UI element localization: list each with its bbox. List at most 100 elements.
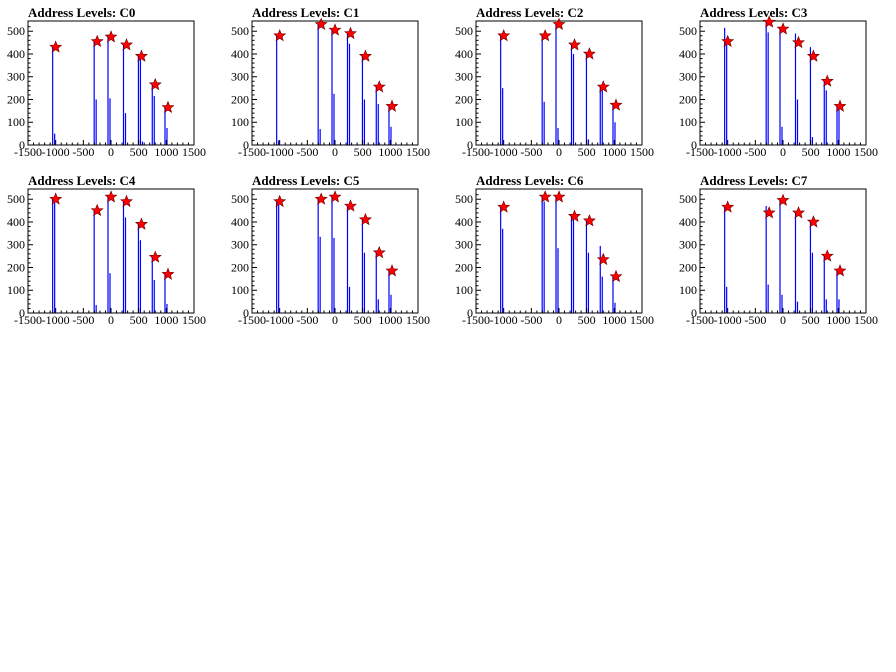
- y-tick-label: 100: [7, 115, 25, 129]
- peak-star-marker: [120, 194, 133, 208]
- x-tick-label: 1500: [406, 313, 430, 327]
- x-tick-label: -500: [296, 313, 318, 327]
- chart-title: Address Levels: C3: [700, 5, 808, 20]
- y-tick-label: 400: [231, 215, 249, 229]
- y-tick-label: 100: [455, 283, 473, 297]
- x-tick-label: -1000: [266, 145, 294, 159]
- peak-star-marker: [90, 203, 104, 217]
- peak-star-marker: [721, 34, 735, 47]
- y-tick-label: 500: [231, 24, 249, 38]
- y-tick-label: 200: [7, 92, 25, 106]
- y-tick-label: 100: [231, 283, 249, 297]
- chart-panel-7: Address Levels: C70100200300400500-1500-…: [679, 173, 878, 327]
- peak-star-marker: [344, 199, 357, 212]
- y-tick-label: 400: [231, 47, 249, 61]
- x-tick-label: 0: [332, 313, 338, 327]
- y-tick-label: 400: [679, 47, 697, 61]
- peak-star-marker: [552, 190, 566, 203]
- y-tick-label: 500: [455, 192, 473, 206]
- y-tick-label: 300: [231, 238, 249, 252]
- x-tick-label: 1500: [854, 313, 878, 327]
- x-tick-label: 1000: [154, 313, 178, 327]
- chart-panel-4: Address Levels: C40100200300400500-1500-…: [7, 173, 206, 327]
- y-tick-label: 200: [231, 92, 249, 106]
- peak-star-marker: [372, 80, 386, 93]
- y-tick-label: 200: [455, 260, 473, 274]
- y-tick-label: 500: [679, 192, 697, 206]
- peak-star-marker: [104, 30, 118, 43]
- peak-star-marker: [582, 47, 596, 60]
- chart-panel-1: Address Levels: C10100200300400500-1500-…: [231, 5, 430, 159]
- chart-panel-6: Address Levels: C60100200300400500-1500-…: [455, 173, 654, 327]
- peak-star-marker: [776, 193, 790, 206]
- peak-star-marker: [49, 192, 63, 205]
- y-tick-label: 100: [7, 283, 25, 297]
- peak-star-marker: [582, 214, 596, 227]
- peak-star-marker: [820, 74, 834, 87]
- x-tick-label: 1000: [154, 145, 178, 159]
- peak-star-marker: [49, 40, 63, 53]
- peak-star-marker: [161, 100, 175, 113]
- peak-star-marker: [161, 267, 175, 280]
- y-tick-label: 200: [679, 260, 697, 274]
- x-tick-label: 1500: [182, 313, 206, 327]
- y-tick-label: 300: [455, 70, 473, 84]
- x-tick-label: -500: [744, 145, 766, 159]
- x-tick-label: -1000: [42, 145, 70, 159]
- peak-star-marker: [104, 190, 118, 203]
- x-tick-label: -1000: [714, 145, 742, 159]
- chart-title: Address Levels: C7: [700, 173, 808, 188]
- peak-star-marker: [762, 15, 776, 28]
- x-tick-label: 500: [802, 313, 820, 327]
- y-tick-label: 100: [231, 115, 249, 129]
- peak-star-marker: [792, 206, 805, 219]
- x-tick-label: -1500: [14, 313, 42, 327]
- peak-star-marker: [314, 192, 328, 205]
- y-tick-label: 500: [7, 192, 25, 206]
- peak-star-marker: [148, 250, 162, 263]
- peak-star-marker: [833, 264, 847, 277]
- x-tick-label: 1500: [406, 145, 430, 159]
- y-tick-label: 0: [467, 138, 473, 152]
- peak-star-marker: [596, 80, 610, 93]
- peak-star-marker: [596, 252, 610, 266]
- y-tick-label: 0: [243, 138, 249, 152]
- x-tick-label: 500: [354, 145, 372, 159]
- peak-star-marker: [358, 212, 372, 226]
- chart-panel-2: Address Levels: C20100200300400500-1500-…: [455, 5, 654, 159]
- y-tick-label: 0: [691, 138, 697, 152]
- peak-star-marker: [609, 98, 623, 111]
- x-tick-label: -1500: [14, 145, 42, 159]
- peak-star-marker: [134, 217, 148, 230]
- peak-star-marker: [538, 28, 552, 42]
- x-tick-label: 1500: [182, 145, 206, 159]
- y-tick-label: 300: [7, 238, 25, 252]
- peak-star-marker: [497, 28, 511, 42]
- peak-star-marker: [721, 200, 735, 213]
- peak-star-marker: [328, 23, 342, 36]
- y-tick-label: 200: [455, 92, 473, 106]
- peak-star-marker: [372, 245, 386, 259]
- x-tick-label: 0: [108, 145, 114, 159]
- y-tick-label: 300: [679, 238, 697, 252]
- x-tick-label: -1500: [462, 145, 490, 159]
- x-tick-label: -500: [520, 145, 542, 159]
- peak-star-marker: [314, 17, 328, 30]
- x-tick-label: -500: [520, 313, 542, 327]
- x-tick-label: -1500: [238, 313, 266, 327]
- peak-star-marker: [609, 269, 623, 283]
- peak-star-marker: [762, 206, 776, 219]
- peak-star-marker: [385, 99, 399, 112]
- x-tick-label: 1500: [630, 145, 654, 159]
- chart-title: Address Levels: C6: [476, 173, 584, 188]
- peak-star-marker: [344, 26, 357, 40]
- peak-star-marker: [806, 49, 820, 62]
- peak-star-marker: [273, 194, 287, 208]
- chart-panel-5: Address Levels: C50100200300400500-1500-…: [231, 173, 430, 327]
- y-tick-label: 200: [7, 260, 25, 274]
- y-tick-label: 300: [679, 70, 697, 84]
- peak-star-marker: [273, 28, 287, 42]
- x-tick-label: -1000: [714, 313, 742, 327]
- x-tick-label: 0: [332, 145, 338, 159]
- y-tick-label: 0: [19, 138, 25, 152]
